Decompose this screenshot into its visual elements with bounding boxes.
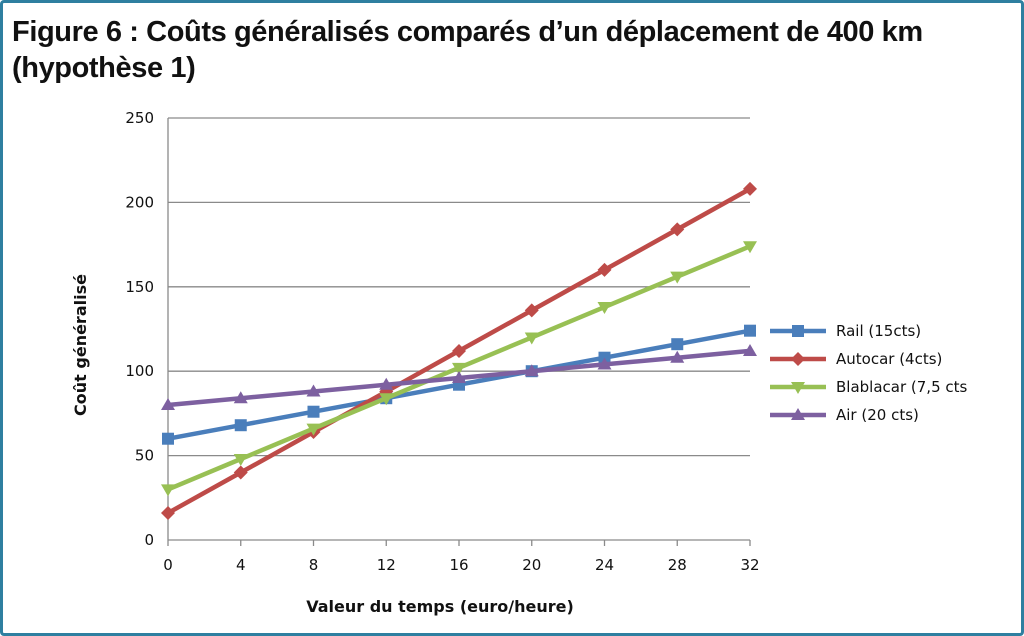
data-point [379, 393, 394, 406]
data-point [743, 343, 757, 356]
x-tick-label: 24 [595, 556, 614, 574]
legend-item: Blablacar (7,5 cts [770, 378, 968, 396]
data-point [524, 303, 539, 318]
data-point [524, 332, 539, 345]
legend-swatch-marker [791, 408, 805, 420]
legend-label: Rail (15cts) [836, 322, 921, 340]
data-point [161, 397, 175, 410]
data-point [744, 324, 756, 337]
y-axis-label: Coût généralisé [71, 274, 90, 416]
data-point [743, 181, 757, 196]
data-point [162, 432, 174, 445]
x-tick-label: 32 [740, 556, 759, 574]
legend-item: Rail (15cts) [770, 322, 921, 340]
figure-title-line-2: (hypothèse 1) [12, 52, 196, 84]
data-point [597, 357, 612, 370]
data-point [670, 222, 685, 237]
y-tick-label: 50 [135, 447, 154, 465]
x-axis-label: Valeur du temps (euro/heure) [306, 597, 574, 616]
legend-swatch-marker [791, 352, 805, 366]
figure-title-line-1: Figure 6 : Coûts généralisés comparés d’… [12, 16, 923, 48]
data-point [670, 271, 685, 284]
axes [167, 118, 751, 546]
y-tick-label: 250 [125, 109, 154, 127]
data-point [743, 241, 757, 254]
data-point [233, 391, 248, 404]
legend-label: Autocar (4cts) [836, 350, 942, 368]
x-tick-label: 12 [377, 556, 396, 574]
y-tick-label: 150 [125, 278, 154, 296]
series-4 [161, 343, 757, 410]
data-point [670, 350, 685, 363]
data-point [524, 364, 539, 377]
legend-item: Autocar (4cts) [770, 350, 942, 368]
legend-label: Air (20 cts) [836, 406, 919, 424]
series-1 [162, 324, 756, 445]
data-point [307, 405, 320, 418]
data-point [306, 384, 321, 397]
y-tick-label: 100 [125, 362, 154, 380]
data-point [452, 362, 466, 375]
data-point [379, 377, 394, 390]
series-2 [161, 181, 757, 520]
legend-label: Blablacar (7,5 cts [836, 378, 968, 396]
data-point [161, 484, 175, 497]
y-tick-label: 0 [144, 531, 154, 549]
legend-item: Air (20 cts) [770, 406, 919, 424]
x-tick-label: 20 [522, 556, 541, 574]
legend-swatch-marker [792, 325, 804, 337]
x-tick-label: 28 [668, 556, 687, 574]
data-point [452, 343, 466, 358]
data-point [233, 453, 248, 466]
data-point [597, 262, 612, 277]
data-point [306, 423, 321, 436]
x-tick-label: 16 [449, 556, 468, 574]
data-point [597, 302, 612, 315]
series-3 [161, 241, 757, 497]
legend: Rail (15cts) Autocar (4cts) Blablacar (7,5… [770, 322, 968, 424]
gridlines [168, 117, 750, 457]
x-tick-label: 8 [309, 556, 319, 574]
data-point [452, 370, 466, 383]
data-point [671, 338, 684, 351]
data-point [234, 419, 247, 432]
x-tick-label: 0 [163, 556, 173, 574]
legend-swatch-marker [791, 382, 805, 394]
tick-labels: 0 50 100 150 200 250 0 4 8 12 16 20 24 28 32 [125, 109, 759, 574]
figure-title: Figure 6 : Coûts généralisés comparés d’… [12, 14, 992, 86]
data-point [161, 505, 175, 520]
series-group [161, 181, 757, 520]
x-tick-label: 4 [236, 556, 246, 574]
data-point [233, 465, 248, 480]
y-tick-label: 200 [125, 193, 154, 211]
